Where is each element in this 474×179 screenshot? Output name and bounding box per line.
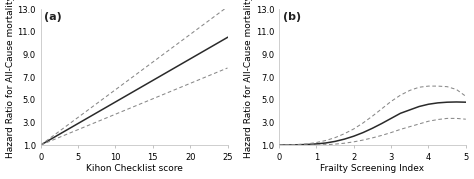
- Text: (a): (a): [45, 12, 62, 22]
- X-axis label: Kihon Checklist score: Kihon Checklist score: [86, 165, 182, 173]
- Y-axis label: Hazard Ratio for All-Cause mortality: Hazard Ratio for All-Cause mortality: [244, 0, 253, 158]
- Text: (b): (b): [283, 12, 301, 22]
- Y-axis label: Hazard Ratio for All-Cause mortality: Hazard Ratio for All-Cause mortality: [6, 0, 15, 158]
- X-axis label: Frailty Screening Index: Frailty Screening Index: [320, 165, 425, 173]
